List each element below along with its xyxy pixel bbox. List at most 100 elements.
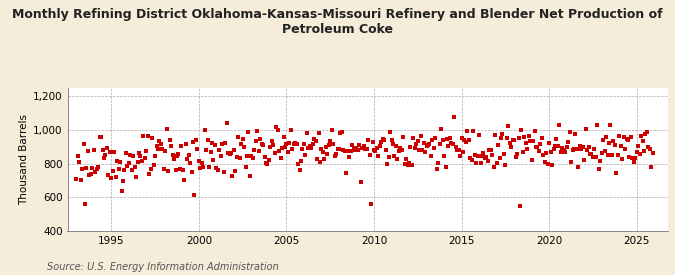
Point xyxy=(174,166,185,171)
Point xyxy=(234,156,245,160)
Point xyxy=(578,158,589,162)
Point xyxy=(563,139,574,144)
Point xyxy=(186,170,197,174)
Point xyxy=(481,155,492,159)
Point xyxy=(539,160,550,164)
Point xyxy=(647,151,658,155)
Point xyxy=(290,141,300,145)
Point xyxy=(537,135,547,140)
Point xyxy=(101,146,112,150)
Point xyxy=(562,145,572,149)
Point xyxy=(272,128,283,132)
Point xyxy=(360,147,371,151)
Point xyxy=(167,153,178,157)
Point xyxy=(171,154,182,158)
Point xyxy=(243,130,254,134)
Point xyxy=(472,154,483,159)
Point xyxy=(399,162,410,166)
Point xyxy=(392,156,403,161)
Point xyxy=(138,134,148,138)
Point xyxy=(166,144,177,148)
Point xyxy=(284,141,295,145)
Point xyxy=(323,142,334,147)
Point xyxy=(523,134,534,138)
Point xyxy=(90,170,101,174)
Point xyxy=(382,162,393,166)
Point xyxy=(74,160,84,164)
Point xyxy=(207,141,217,145)
Point xyxy=(375,144,385,148)
Point xyxy=(434,142,445,146)
Point xyxy=(631,150,642,154)
Point xyxy=(274,149,285,154)
Point xyxy=(621,137,632,142)
Point xyxy=(449,114,460,119)
Point xyxy=(379,138,389,142)
Point xyxy=(230,169,241,174)
Point xyxy=(446,141,457,145)
Point xyxy=(117,179,128,183)
Point xyxy=(386,138,397,142)
Point xyxy=(275,155,286,160)
Point xyxy=(136,159,147,164)
Point xyxy=(585,152,595,156)
Point xyxy=(354,143,364,148)
Point xyxy=(71,177,82,182)
Point xyxy=(145,167,156,172)
Point xyxy=(558,147,569,152)
Point xyxy=(499,151,510,156)
Point xyxy=(430,136,441,140)
Point xyxy=(596,150,607,155)
Point xyxy=(261,161,271,165)
Point xyxy=(100,153,111,157)
Point xyxy=(135,154,146,159)
Point xyxy=(478,150,489,155)
Point xyxy=(389,153,400,158)
Point xyxy=(371,146,382,150)
Point xyxy=(315,160,325,165)
Point xyxy=(96,135,107,139)
Point xyxy=(268,142,279,147)
Point xyxy=(503,124,514,128)
Point xyxy=(351,145,362,150)
Point xyxy=(416,148,427,153)
Text: Monthly Refining District Oklahoma-Kansas-Missouri Refinery and Blender Net Prod: Monthly Refining District Oklahoma-Kansa… xyxy=(12,8,663,36)
Point xyxy=(157,147,168,151)
Point xyxy=(326,128,337,133)
Point xyxy=(377,137,388,141)
Point xyxy=(425,154,436,158)
Point xyxy=(549,144,560,148)
Point xyxy=(612,153,623,157)
Point xyxy=(610,143,620,147)
Point xyxy=(214,147,225,152)
Point xyxy=(443,144,454,148)
Point xyxy=(205,150,216,155)
Point xyxy=(267,139,277,143)
Point xyxy=(348,146,359,150)
Point xyxy=(240,164,251,169)
Point xyxy=(474,133,485,137)
Point xyxy=(641,130,652,134)
Point xyxy=(125,153,136,157)
Point xyxy=(607,153,618,158)
Point xyxy=(128,154,138,159)
Point xyxy=(297,147,308,151)
Point xyxy=(380,148,391,152)
Point xyxy=(229,148,240,152)
Point xyxy=(262,162,273,167)
Point xyxy=(183,153,194,157)
Point xyxy=(564,129,575,134)
Point xyxy=(512,152,522,156)
Point xyxy=(415,133,426,138)
Point xyxy=(376,139,387,144)
Point xyxy=(574,144,585,149)
Point xyxy=(116,189,127,193)
Point xyxy=(455,153,466,158)
Point xyxy=(491,161,502,166)
Point xyxy=(383,155,394,159)
Point xyxy=(526,157,537,162)
Point xyxy=(202,138,213,142)
Point xyxy=(140,156,151,160)
Point xyxy=(87,166,98,170)
Point xyxy=(605,123,616,127)
